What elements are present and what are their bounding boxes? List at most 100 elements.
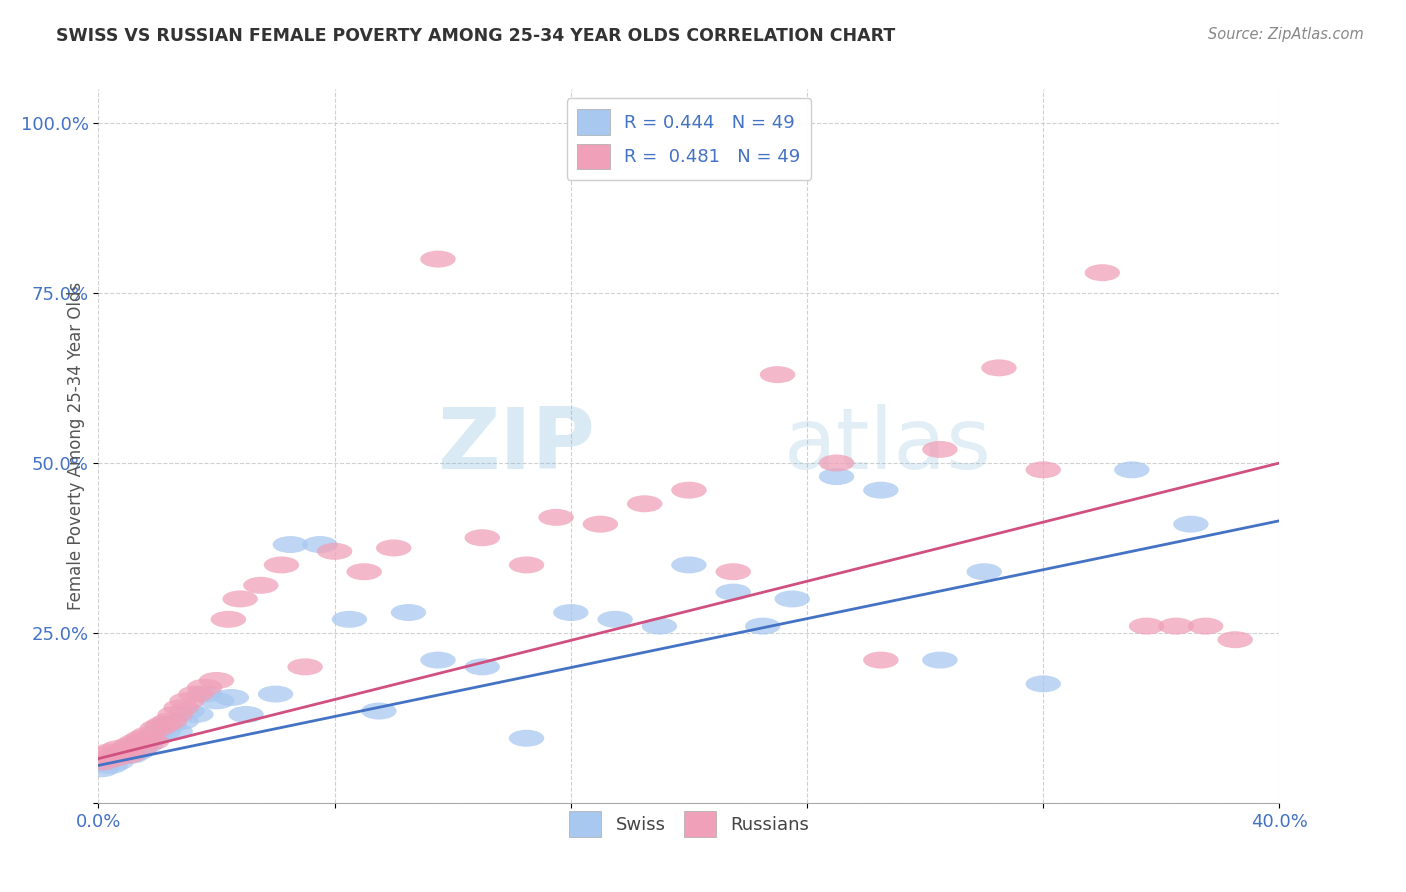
Ellipse shape	[110, 747, 146, 764]
Ellipse shape	[863, 482, 898, 499]
Ellipse shape	[198, 692, 235, 709]
Ellipse shape	[152, 713, 187, 730]
Ellipse shape	[553, 604, 589, 621]
Ellipse shape	[93, 757, 128, 774]
Ellipse shape	[101, 740, 136, 757]
Ellipse shape	[671, 482, 707, 499]
Ellipse shape	[641, 617, 678, 634]
Ellipse shape	[114, 737, 149, 754]
Ellipse shape	[122, 740, 157, 757]
Ellipse shape	[187, 686, 222, 703]
Text: atlas: atlas	[783, 404, 991, 488]
Ellipse shape	[243, 577, 278, 594]
Ellipse shape	[163, 699, 198, 716]
Ellipse shape	[222, 591, 257, 607]
Ellipse shape	[716, 563, 751, 580]
Ellipse shape	[1159, 617, 1194, 634]
Ellipse shape	[134, 730, 169, 747]
Ellipse shape	[361, 703, 396, 720]
Ellipse shape	[716, 583, 751, 600]
Ellipse shape	[582, 516, 619, 533]
Ellipse shape	[287, 658, 323, 675]
Ellipse shape	[179, 686, 214, 703]
Ellipse shape	[759, 366, 796, 384]
Ellipse shape	[146, 716, 181, 733]
Ellipse shape	[114, 747, 149, 764]
Ellipse shape	[346, 563, 382, 580]
Ellipse shape	[464, 658, 501, 675]
Ellipse shape	[1114, 461, 1150, 478]
Ellipse shape	[87, 747, 122, 764]
Ellipse shape	[146, 723, 181, 740]
Ellipse shape	[93, 743, 128, 760]
Ellipse shape	[818, 468, 855, 485]
Ellipse shape	[101, 747, 136, 764]
Ellipse shape	[922, 651, 957, 669]
Ellipse shape	[818, 455, 855, 472]
Text: ZIP: ZIP	[437, 404, 595, 488]
Ellipse shape	[745, 617, 780, 634]
Ellipse shape	[966, 563, 1002, 580]
Ellipse shape	[107, 743, 143, 760]
Ellipse shape	[922, 441, 957, 458]
Ellipse shape	[1025, 461, 1062, 478]
Text: Source: ZipAtlas.com: Source: ZipAtlas.com	[1208, 27, 1364, 42]
Ellipse shape	[1218, 632, 1253, 648]
Ellipse shape	[375, 540, 412, 557]
Ellipse shape	[420, 651, 456, 669]
Ellipse shape	[316, 543, 353, 560]
Ellipse shape	[1188, 617, 1223, 634]
Ellipse shape	[179, 706, 214, 723]
Ellipse shape	[1173, 516, 1209, 533]
Ellipse shape	[98, 754, 134, 771]
Ellipse shape	[214, 689, 249, 706]
Ellipse shape	[169, 692, 205, 709]
Ellipse shape	[84, 754, 120, 771]
Ellipse shape	[671, 557, 707, 574]
Ellipse shape	[110, 740, 146, 757]
Ellipse shape	[1084, 264, 1121, 281]
Ellipse shape	[104, 743, 139, 760]
Ellipse shape	[157, 723, 193, 740]
Ellipse shape	[136, 726, 173, 743]
Ellipse shape	[1025, 675, 1062, 692]
Ellipse shape	[302, 536, 337, 553]
Ellipse shape	[90, 750, 125, 767]
Ellipse shape	[122, 740, 157, 757]
Ellipse shape	[332, 611, 367, 628]
Ellipse shape	[152, 716, 187, 733]
Ellipse shape	[775, 591, 810, 607]
Ellipse shape	[598, 611, 633, 628]
Ellipse shape	[464, 529, 501, 546]
Legend: Swiss, Russians: Swiss, Russians	[561, 804, 817, 844]
Ellipse shape	[143, 720, 179, 737]
Ellipse shape	[509, 730, 544, 747]
Ellipse shape	[134, 733, 169, 750]
Ellipse shape	[125, 733, 160, 750]
Ellipse shape	[228, 706, 264, 723]
Ellipse shape	[509, 557, 544, 574]
Ellipse shape	[211, 611, 246, 628]
Y-axis label: Female Poverty Among 25-34 Year Olds: Female Poverty Among 25-34 Year Olds	[66, 282, 84, 610]
Ellipse shape	[391, 604, 426, 621]
Ellipse shape	[1129, 617, 1164, 634]
Ellipse shape	[131, 726, 166, 743]
Ellipse shape	[163, 713, 198, 730]
Ellipse shape	[157, 706, 193, 723]
Ellipse shape	[117, 737, 152, 754]
Ellipse shape	[120, 743, 155, 760]
Ellipse shape	[128, 737, 163, 754]
Ellipse shape	[169, 703, 205, 720]
Ellipse shape	[125, 730, 160, 747]
Ellipse shape	[273, 536, 308, 553]
Text: SWISS VS RUSSIAN FEMALE POVERTY AMONG 25-34 YEAR OLDS CORRELATION CHART: SWISS VS RUSSIAN FEMALE POVERTY AMONG 25…	[56, 27, 896, 45]
Ellipse shape	[264, 557, 299, 574]
Ellipse shape	[420, 251, 456, 268]
Ellipse shape	[981, 359, 1017, 376]
Ellipse shape	[627, 495, 662, 512]
Ellipse shape	[198, 672, 235, 689]
Ellipse shape	[538, 508, 574, 526]
Ellipse shape	[139, 720, 176, 737]
Ellipse shape	[187, 679, 222, 696]
Ellipse shape	[120, 733, 155, 750]
